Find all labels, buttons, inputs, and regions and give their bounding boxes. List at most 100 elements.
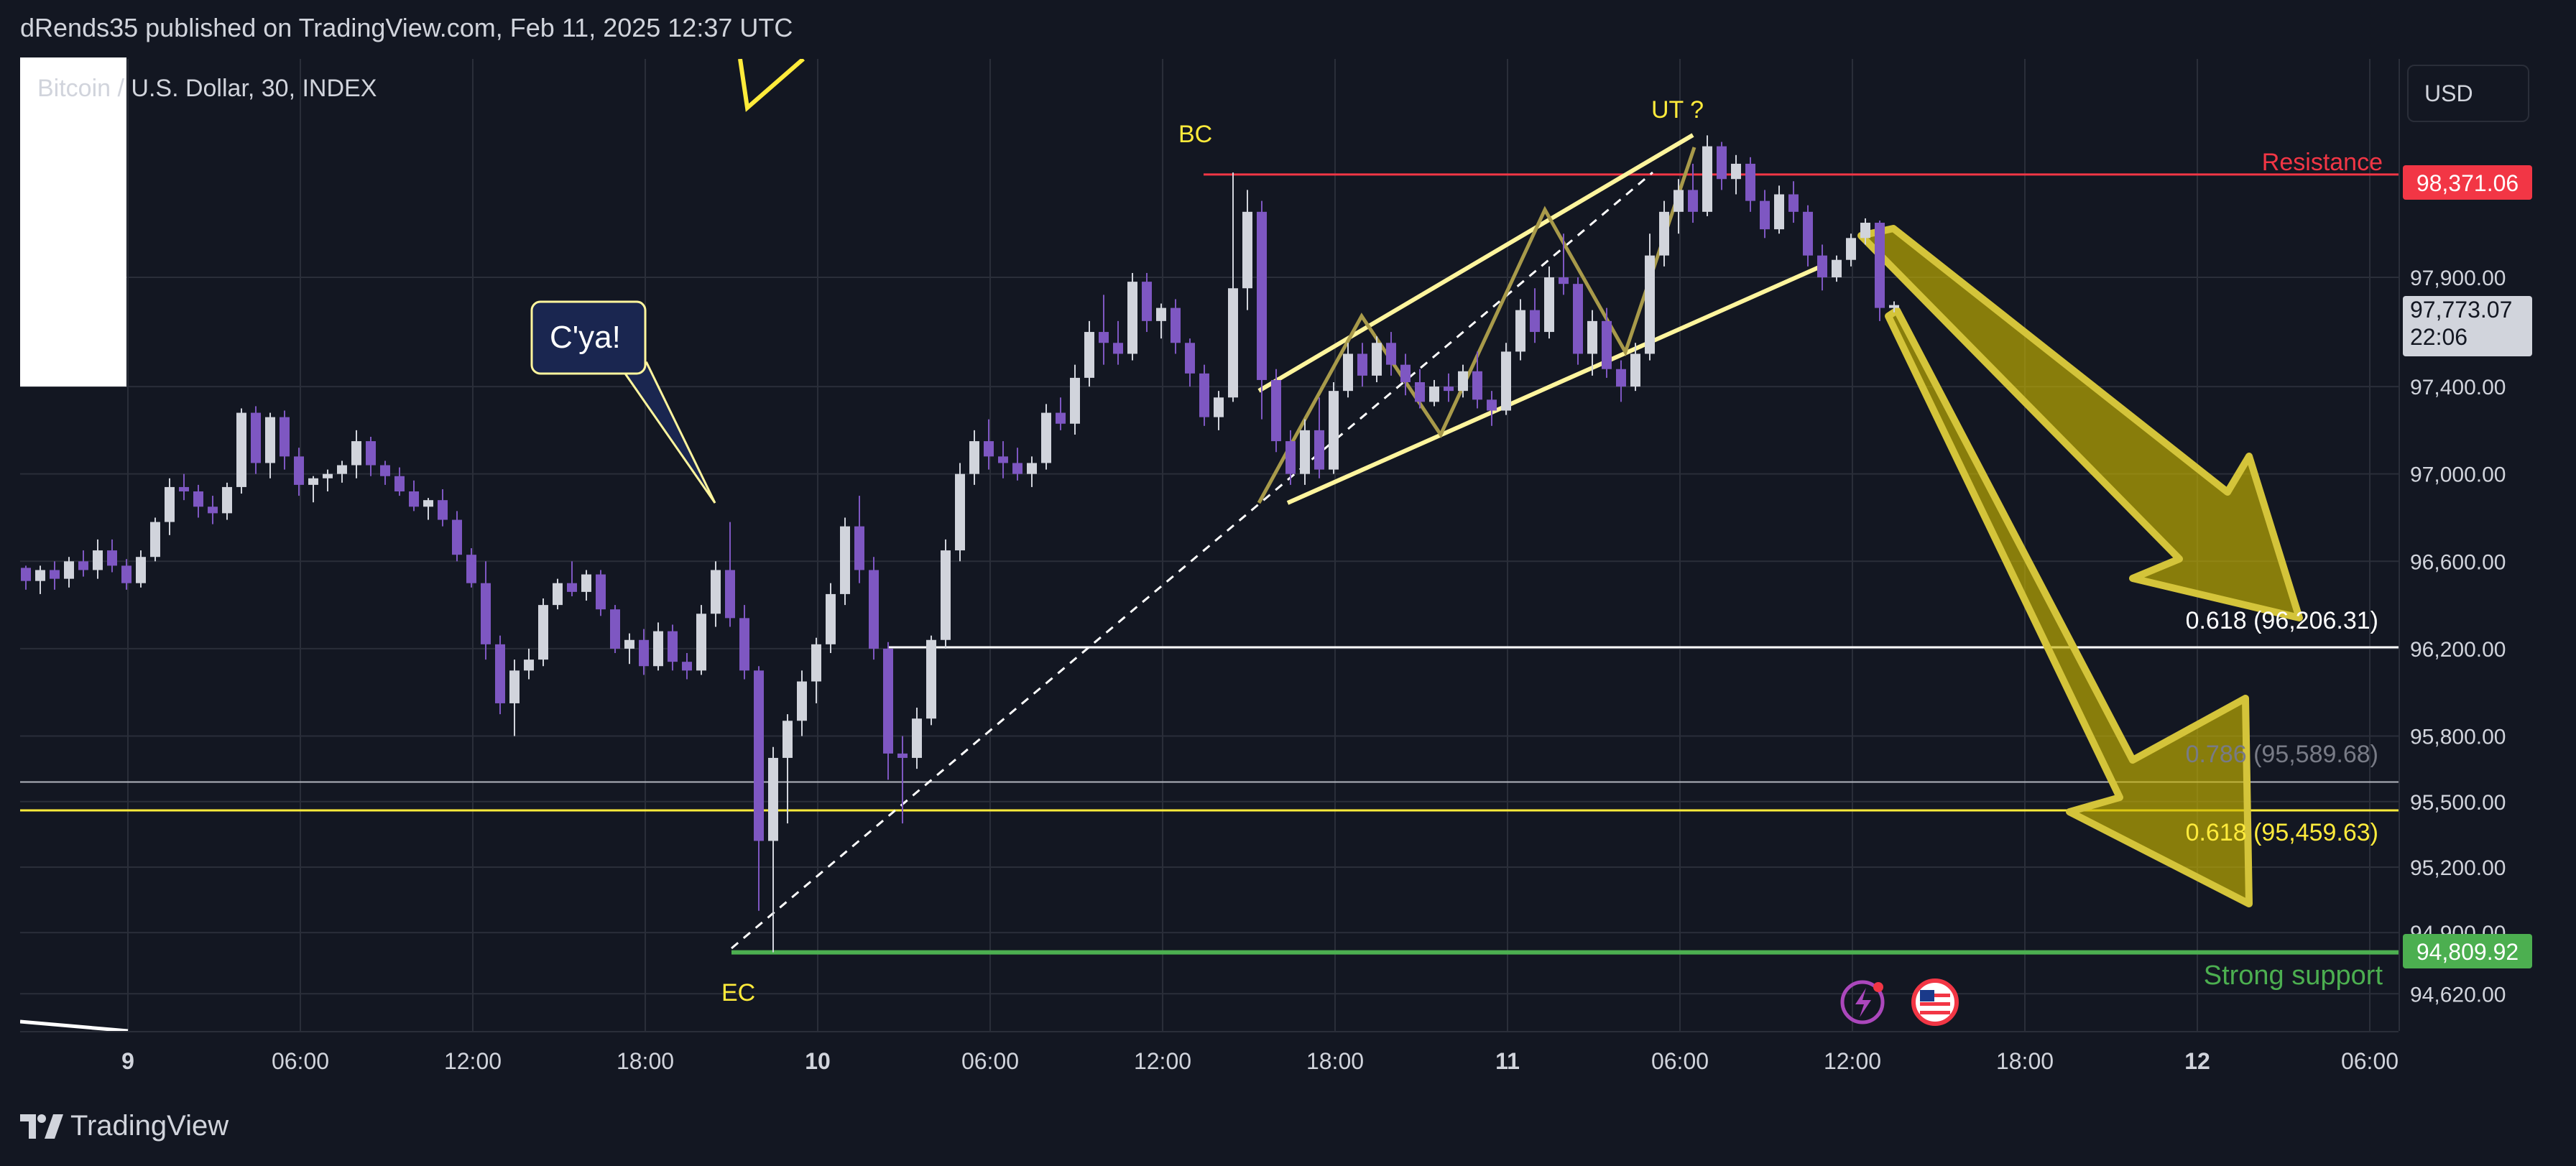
- currency-button[interactable]: USD: [2407, 65, 2529, 122]
- time-tick-label: 12:00: [1824, 1048, 1881, 1074]
- candle-body: [926, 639, 936, 719]
- time-tick-label: 18:00: [1996, 1048, 2054, 1074]
- tradingview-brand[interactable]: TradingView: [20, 1110, 228, 1142]
- price-tick-label: 95,800.00: [2410, 726, 2506, 749]
- white-overlay-box: [20, 57, 126, 387]
- time-tick-label: 11: [1495, 1048, 1520, 1074]
- candle-body: [1027, 463, 1037, 474]
- candle-body: [1630, 353, 1640, 387]
- candle-body: [481, 583, 491, 644]
- candle-body: [1285, 441, 1296, 474]
- candle-body: [1041, 412, 1051, 463]
- candle-body: [768, 757, 778, 841]
- candle-body: [1142, 282, 1152, 321]
- candlestick-chart[interactable]: BC UT ? EC C'ya! Resistance Strong suppo…: [20, 59, 2399, 1031]
- brand-label: TradingView: [70, 1110, 229, 1142]
- publisher-text: dRends35 published on TradingView.com, F…: [20, 13, 793, 42]
- candle-body: [653, 631, 663, 667]
- candle-body: [1357, 353, 1367, 376]
- chart-plot-area[interactable]: BC UT ? EC C'ya! Resistance Strong suppo…: [20, 59, 2399, 1031]
- candle-body: [107, 550, 117, 566]
- candle-body: [998, 456, 1008, 463]
- candle-body: [495, 644, 505, 703]
- candle-body: [50, 570, 60, 579]
- candle-body: [754, 670, 764, 841]
- candle-body: [1702, 146, 1712, 212]
- candle-body: [1257, 211, 1267, 380]
- ec-label: EC: [721, 979, 755, 1007]
- chart-labels: BC UT ? EC C'ya! Resistance Strong suppo…: [550, 96, 2383, 1007]
- candle-body: [1084, 332, 1094, 378]
- callout-text: C'ya!: [550, 320, 621, 355]
- candle-body: [1860, 223, 1870, 239]
- candle-body: [538, 605, 548, 660]
- candle-body: [1113, 343, 1123, 354]
- time-ticks: 9 06:00 12:00 18:00 10 06:00 12:00 18:00 11 06:00…: [121, 1048, 2399, 1074]
- candle-body: [251, 412, 261, 463]
- time-axis[interactable]: 9 06:00 12:00 18:00 10 06:00 12:00 18:00 11 06:00…: [20, 1031, 2399, 1090]
- channel-upper-line: [1257, 133, 1694, 393]
- resistance-badge: [2403, 165, 2532, 200]
- candle-body: [682, 662, 692, 671]
- candle-body: [1214, 397, 1224, 417]
- callout-box: [530, 300, 647, 375]
- price-tick-label: 96,200.00: [2410, 638, 2506, 662]
- candle-body: [984, 441, 994, 457]
- symbol-title: Bitcoin / U.S. Dollar, 30, INDEX: [37, 75, 377, 102]
- candle-body: [826, 593, 836, 644]
- candle-body: [121, 565, 131, 583]
- candles: [21, 135, 1899, 953]
- time-tick-label: 06:00: [961, 1048, 1019, 1074]
- candle-body: [955, 473, 965, 551]
- candle-body: [1587, 320, 1597, 354]
- candle-body: [1832, 259, 1842, 278]
- bc-label: BC: [1178, 121, 1212, 148]
- time-tick-label: 10: [805, 1048, 831, 1074]
- candle-body: [1760, 200, 1770, 230]
- price-axis[interactable]: 97,900.00 97,400.00 97,000.00 96,600.00 96,2…: [2399, 59, 2576, 1031]
- candle-body: [624, 639, 634, 649]
- fib-label-1: 0.618 (96,206.31): [2186, 607, 2378, 634]
- candle-body: [1185, 343, 1195, 374]
- candle-body: [452, 519, 462, 555]
- candle-body: [969, 441, 979, 474]
- candle-body: [1788, 194, 1799, 212]
- candle-body: [165, 486, 175, 522]
- time-tick-label: 06:00: [272, 1048, 329, 1074]
- candle-body: [912, 718, 922, 758]
- candle-body: [21, 568, 31, 581]
- candle-body: [409, 491, 419, 507]
- candle-body: [150, 522, 160, 557]
- candle-body: [1659, 211, 1669, 256]
- candle-body: [438, 500, 448, 520]
- candle-body: [1400, 364, 1411, 382]
- candle-body: [596, 574, 606, 610]
- candle-body: [567, 583, 577, 592]
- price-tick-label: 97,400.00: [2410, 376, 2506, 399]
- candle-body: [725, 570, 735, 619]
- candle-body: [1444, 387, 1454, 392]
- event-icons: [1840, 978, 1959, 1026]
- candle-body: [610, 609, 620, 649]
- price-tick-label: 95,200.00: [2410, 856, 2506, 880]
- candle-body: [222, 486, 232, 514]
- candle-body: [524, 660, 534, 671]
- candle-body: [1731, 163, 1741, 180]
- drawings: [20, 59, 2303, 1031]
- candle-body: [1156, 307, 1166, 321]
- candle-body: [1774, 194, 1784, 230]
- candle-body: [1458, 371, 1468, 392]
- support-badge-text: 94,809.92: [2416, 939, 2519, 965]
- price-tick-label: 96,600.00: [2410, 550, 2506, 574]
- time-tick-label: 06:00: [1651, 1048, 1709, 1074]
- support-label: Strong support: [2204, 961, 2383, 991]
- tradingview-logo-icon: [20, 1114, 63, 1139]
- candle-body: [1372, 343, 1382, 376]
- candle-body: [394, 476, 405, 492]
- bottom-left-line: [20, 1019, 129, 1031]
- candle-body: [308, 478, 318, 485]
- candle-body: [236, 412, 246, 487]
- callout-pointer: [623, 361, 716, 504]
- candle-body: [136, 557, 146, 583]
- current-price-text: 97,773.07: [2410, 297, 2512, 323]
